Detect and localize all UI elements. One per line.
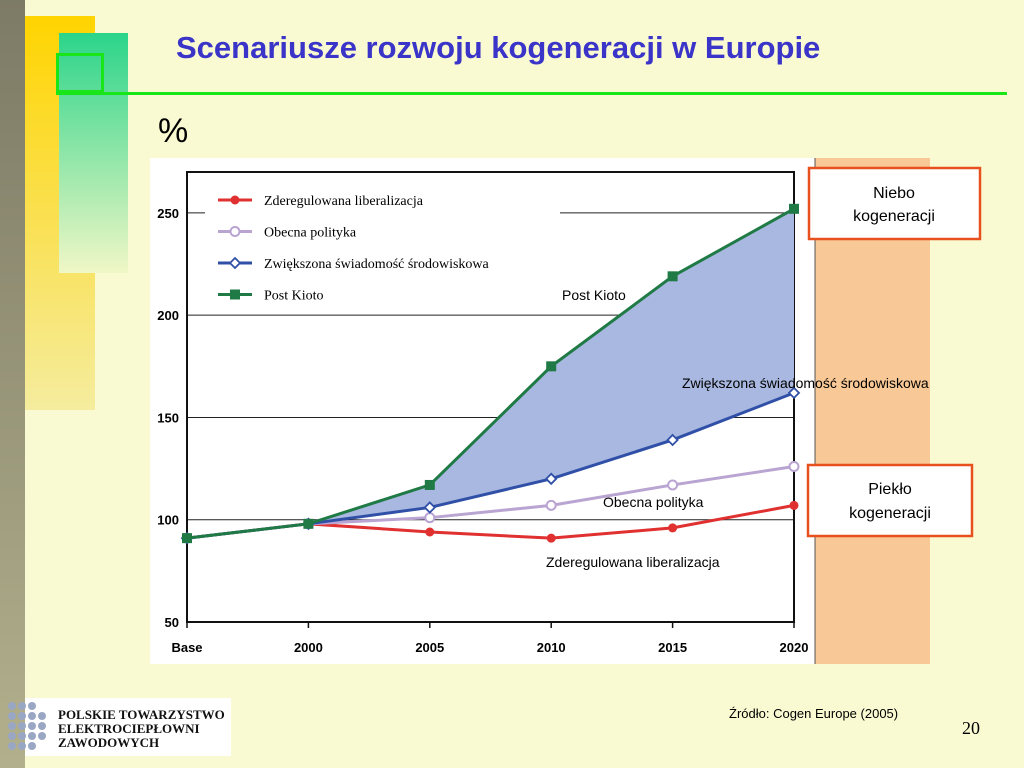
callout-heaven-line2: kogeneracji: [853, 208, 935, 225]
logo-dot: [38, 722, 46, 730]
decor-green-line: [56, 92, 1007, 95]
logo-dot: [28, 742, 36, 750]
logo-dot: [18, 712, 26, 720]
y-tick-label: 250: [157, 206, 179, 221]
logo-dot: [8, 702, 16, 710]
logo-dots: [8, 702, 46, 750]
series-labels: Zderegulowana liberalizacja Obecna polity…: [546, 287, 929, 570]
scenario-range-area: [187, 208, 794, 539]
x-tick-label: 2000: [294, 640, 323, 655]
data-point: [424, 479, 435, 490]
logo-dot: [18, 732, 26, 740]
data-point: [182, 533, 192, 544]
callout-hell: Piekło kogeneracji: [806, 463, 974, 538]
logo-line-3: ZAWODOWYCH: [58, 735, 160, 750]
x-tick-label: 2010: [537, 640, 566, 655]
right-band: [815, 158, 930, 664]
slide-title: Scenariusze rozwoju kogeneracji w Europi…: [176, 30, 821, 65]
decor-teal-block: [59, 33, 128, 273]
x-axis-ticks: Base 2000 2005 2010 2015 2020: [171, 622, 808, 655]
legend-marker: [230, 195, 240, 205]
logo-dot: [8, 712, 16, 720]
series-label: Zderegulowana liberalizacja: [546, 554, 720, 570]
logo-dot: [28, 722, 36, 730]
legend-entry: Obecna polityka: [264, 226, 357, 241]
logo-dot: [8, 732, 16, 740]
y-tick-label: 200: [157, 308, 179, 323]
logo-dot: [8, 722, 16, 730]
legend-entry: Zderegulowana liberalizacja: [264, 194, 424, 209]
data-point: [423, 501, 437, 514]
series-3: [182, 203, 799, 544]
decor-green-square: [56, 53, 104, 93]
data-point: [788, 461, 800, 473]
page-number: 20: [962, 718, 980, 738]
series-line: [186, 207, 795, 540]
x-tick-label: 2020: [780, 640, 809, 655]
x-tick-label: 2015: [658, 640, 687, 655]
data-point: [546, 533, 556, 543]
callout-hell-line1: Piekło: [868, 481, 912, 498]
callout-heaven-line1: Niebo: [873, 185, 915, 202]
series-label: Post Kioto: [562, 287, 626, 303]
x-tick-label: 2005: [415, 640, 444, 655]
data-point: [545, 499, 557, 511]
data-point: [303, 518, 314, 529]
logo-dot: [38, 712, 46, 720]
source-note: Źródło: Cogen Europe (2005): [729, 706, 899, 721]
data-point: [667, 271, 678, 282]
legend: Zderegulowana liberalizacja Obecna polity…: [218, 194, 490, 304]
unit-label: %: [158, 112, 189, 150]
data-point: [424, 512, 436, 524]
logo-dot: [38, 732, 46, 740]
legend-marker: [229, 226, 241, 237]
decor-dark-strip: [0, 0, 25, 768]
series-label: Zwiększona świadomość środowiskowa: [682, 375, 929, 391]
logo-dot: [18, 702, 26, 710]
callout-heaven: Niebo kogeneracji: [807, 166, 982, 241]
data-point: [425, 527, 435, 537]
logo-dot: [28, 732, 36, 740]
data-point: [789, 203, 799, 214]
data-point: [544, 472, 558, 486]
y-tick-label: 50: [165, 615, 179, 630]
data-point: [668, 523, 678, 533]
logo-dot: [8, 742, 16, 750]
logo-dot: [28, 702, 36, 710]
legend-marker: [228, 256, 242, 270]
y-tick-label: 150: [157, 410, 179, 425]
legend-entry: Post Kioto: [264, 289, 324, 304]
logo-line-2: ELEKTROCIEPŁOWNI: [58, 721, 200, 736]
logo-dot: [18, 742, 26, 750]
logo-line-1: POLSKIE TOWARZYSTWO: [58, 707, 225, 722]
data-point: [787, 386, 801, 400]
y-tick-label: 100: [157, 513, 179, 528]
series-layer: [180, 203, 801, 545]
legend-box: [205, 182, 560, 302]
data-point: [666, 433, 679, 447]
x-tick-label: Base: [171, 640, 202, 655]
logo-dot: [18, 722, 26, 730]
logo-dot: [28, 712, 36, 720]
data-point: [667, 479, 679, 491]
legend-entry: Zwiększona świadomość środowiskowa: [264, 257, 490, 272]
data-point: [789, 500, 799, 510]
y-axis-ticks: 50 100 150 200 250: [157, 206, 179, 630]
legend-marker: [230, 289, 240, 300]
series-label: Obecna polityka: [603, 494, 704, 510]
organization-logo-text: POLSKIE TOWARZYSTWO ELEKTROCIEPŁOWNI ZAW…: [58, 708, 225, 750]
data-point: [546, 361, 557, 372]
callout-hell-line2: kogeneracji: [849, 505, 931, 522]
